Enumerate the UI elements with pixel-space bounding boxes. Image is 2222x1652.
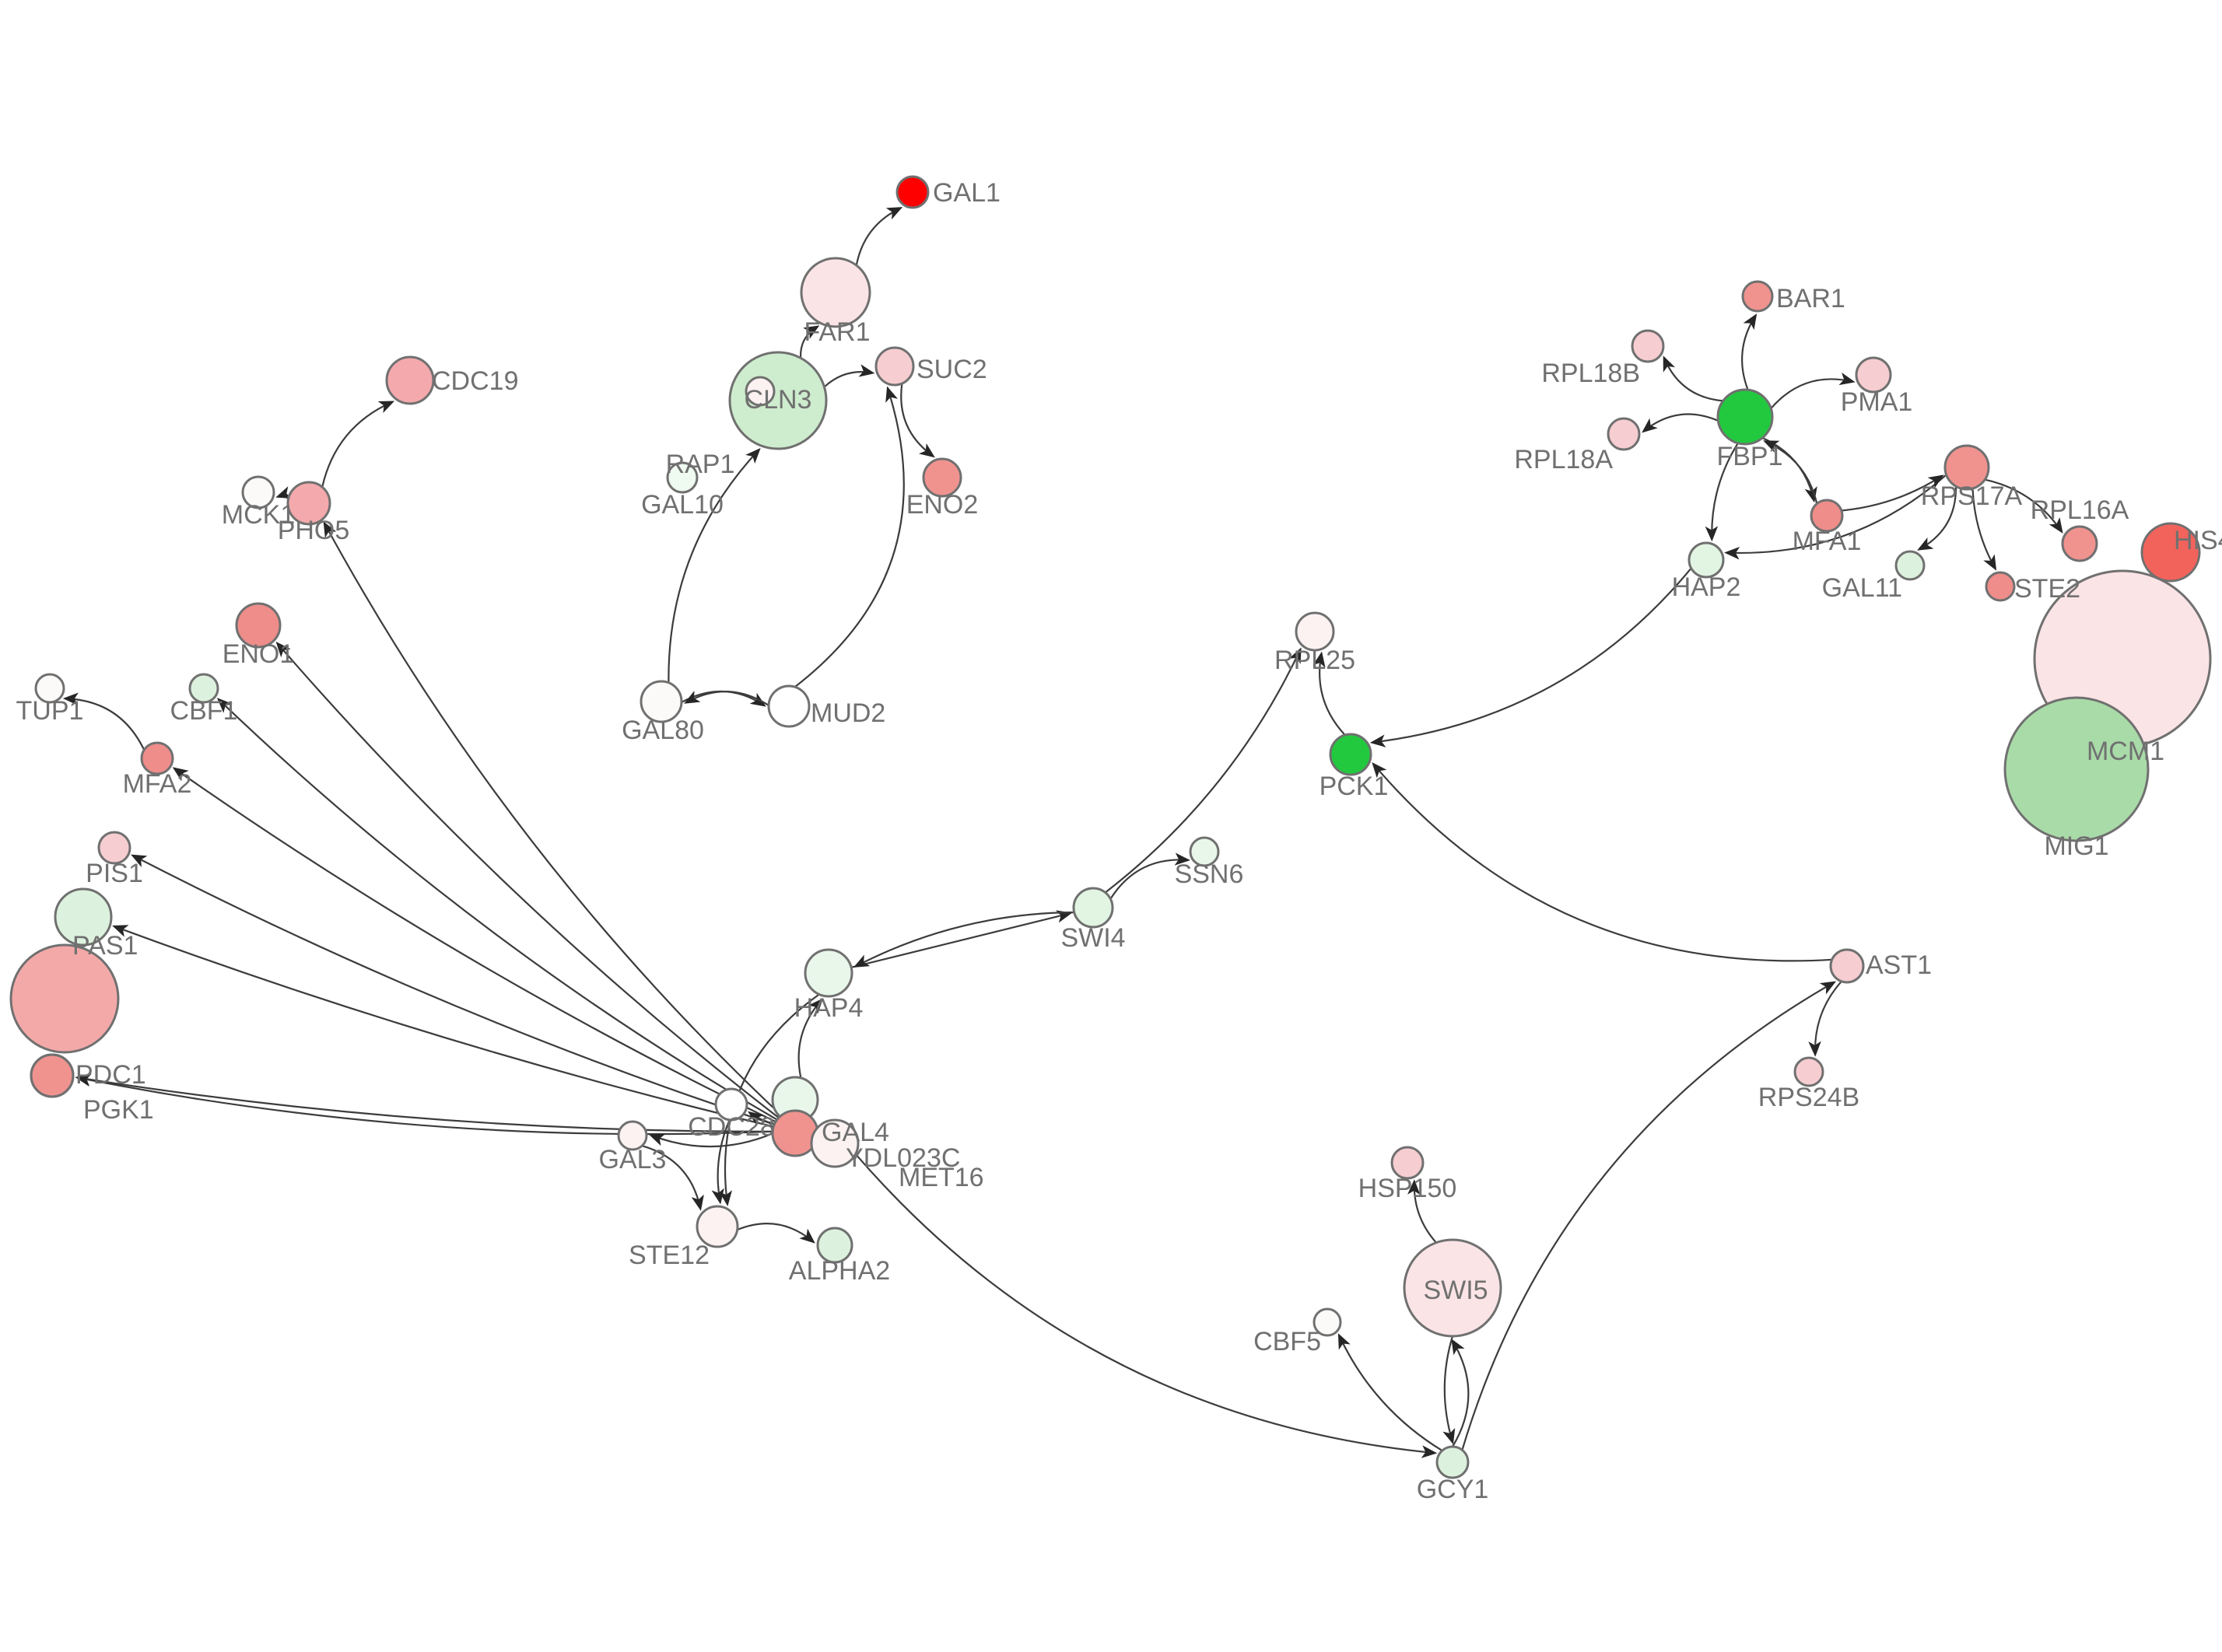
svg-text:MUD2: MUD2 (811, 698, 885, 728)
svg-text:SSN6: SSN6 (1175, 859, 1244, 889)
svg-text:GAL3: GAL3 (599, 1145, 667, 1174)
svg-text:BAR1: BAR1 (1776, 284, 1845, 313)
svg-text:STE2: STE2 (2014, 574, 2080, 604)
svg-text:HAP2: HAP2 (1672, 572, 1741, 602)
svg-text:RPS24B: RPS24B (1758, 1083, 1859, 1112)
svg-text:RPL25: RPL25 (1274, 646, 1355, 675)
svg-text:ALPHA2: ALPHA2 (789, 1256, 890, 1286)
svg-text:HSP150: HSP150 (1358, 1174, 1457, 1203)
svg-text:SWI5: SWI5 (1423, 1276, 1488, 1305)
svg-text:GAL80: GAL80 (622, 716, 704, 745)
svg-text:PAS1: PAS1 (72, 931, 138, 961)
svg-text:PMA1: PMA1 (1841, 387, 1913, 417)
svg-text:CDC19: CDC19 (432, 366, 518, 396)
svg-text:PCK1: PCK1 (1320, 772, 1389, 801)
svg-text:PHO5: PHO5 (278, 516, 350, 545)
svg-text:PIS1: PIS1 (86, 859, 143, 888)
svg-text:ENO1: ENO1 (223, 639, 295, 669)
svg-text:MFA1: MFA1 (1793, 527, 1862, 556)
svg-text:RAP1: RAP1 (666, 450, 735, 479)
svg-text:CLN3: CLN3 (745, 385, 812, 415)
svg-text:HAP4: HAP4 (794, 993, 864, 1023)
svg-text:RPS17A: RPS17A (1921, 481, 2023, 511)
svg-text:MET16: MET16 (899, 1163, 984, 1192)
svg-text:TUP1: TUP1 (16, 696, 84, 726)
svg-text:RPL18B: RPL18B (1541, 359, 1640, 388)
svg-text:CBF1: CBF1 (170, 696, 238, 726)
svg-text:MIG1: MIG1 (2044, 831, 2108, 861)
svg-text:FAR1: FAR1 (804, 317, 870, 347)
svg-text:GCY1: GCY1 (1417, 1475, 1489, 1504)
svg-text:ENO2: ENO2 (906, 490, 979, 520)
svg-text:RPL16A: RPL16A (2031, 495, 2129, 525)
svg-text:HIS4: HIS4 (2174, 526, 2222, 555)
svg-text:MCM1: MCM1 (2087, 737, 2164, 766)
svg-text:AST1: AST1 (1866, 950, 1932, 980)
svg-text:SUC2: SUC2 (916, 355, 987, 384)
svg-text:STE12: STE12 (629, 1241, 710, 1270)
svg-text:PGK1: PGK1 (83, 1095, 154, 1125)
svg-text:MFA2: MFA2 (123, 769, 192, 799)
svg-text:CBF5: CBF5 (1253, 1327, 1321, 1356)
svg-text:RPL18A: RPL18A (1514, 445, 1613, 474)
svg-text:GAL11: GAL11 (1822, 573, 1902, 603)
svg-text:SWI4: SWI4 (1060, 923, 1125, 953)
svg-text:CDC28: CDC28 (688, 1112, 774, 1142)
svg-text:PDC1: PDC1 (75, 1060, 146, 1090)
svg-text:GAL10: GAL10 (641, 490, 724, 520)
svg-text:GAL1: GAL1 (933, 178, 1001, 208)
svg-text:FBP1: FBP1 (1716, 442, 1782, 471)
